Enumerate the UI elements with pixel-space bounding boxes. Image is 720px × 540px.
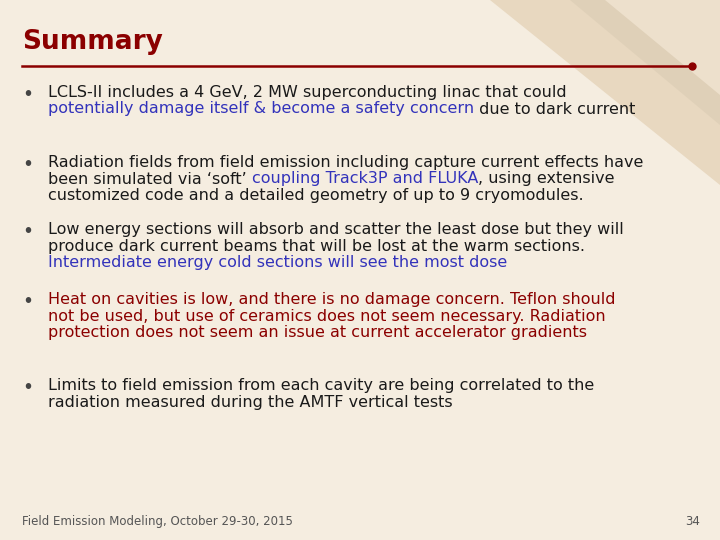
Text: •: •	[22, 85, 33, 104]
Text: not be used, but use of ceramics does not seem necessary. Radiation: not be used, but use of ceramics does no…	[48, 308, 606, 323]
Polygon shape	[490, 0, 720, 185]
Text: protection does not seem an issue at current accelerator gradients: protection does not seem an issue at cur…	[48, 325, 587, 340]
Text: due to dark current: due to dark current	[474, 102, 636, 117]
Text: •: •	[22, 292, 33, 311]
Text: been simulated via ‘soft’: been simulated via ‘soft’	[48, 172, 252, 186]
Text: produce dark current beams that will be lost at the warm sections.: produce dark current beams that will be …	[48, 239, 585, 253]
Text: Field Emission Modeling, October 29-30, 2015: Field Emission Modeling, October 29-30, …	[22, 515, 293, 528]
Text: Summary: Summary	[22, 29, 163, 55]
Text: Radiation fields from field emission including capture current effects have: Radiation fields from field emission inc…	[48, 155, 644, 170]
Text: Heat on cavities is low, and there is no damage concern. Teflon should: Heat on cavities is low, and there is no…	[48, 292, 616, 307]
Text: LCLS-II includes a 4 GeV, 2 MW superconducting linac that could: LCLS-II includes a 4 GeV, 2 MW supercond…	[48, 85, 567, 100]
Text: Intermediate energy cold sections will see the most dose: Intermediate energy cold sections will s…	[48, 255, 508, 270]
Polygon shape	[605, 0, 720, 95]
Text: Low energy sections will absorb and scatter the least dose but they will: Low energy sections will absorb and scat…	[48, 222, 624, 237]
Text: potentially damage itself & become a safety concern: potentially damage itself & become a saf…	[48, 102, 474, 117]
Text: Limits to field emission from each cavity are being correlated to the: Limits to field emission from each cavit…	[48, 378, 594, 393]
Text: radiation measured during the AMTF vertical tests: radiation measured during the AMTF verti…	[48, 395, 453, 409]
Text: •: •	[22, 222, 33, 241]
Text: , using extensive: , using extensive	[478, 172, 615, 186]
Text: coupling Track3P and FLUKA: coupling Track3P and FLUKA	[252, 172, 478, 186]
Text: •: •	[22, 378, 33, 397]
Polygon shape	[570, 0, 720, 125]
Text: customized code and a detailed geometry of up to 9 cryomodules.: customized code and a detailed geometry …	[48, 188, 584, 203]
Text: •: •	[22, 155, 33, 174]
Text: 34: 34	[685, 515, 700, 528]
